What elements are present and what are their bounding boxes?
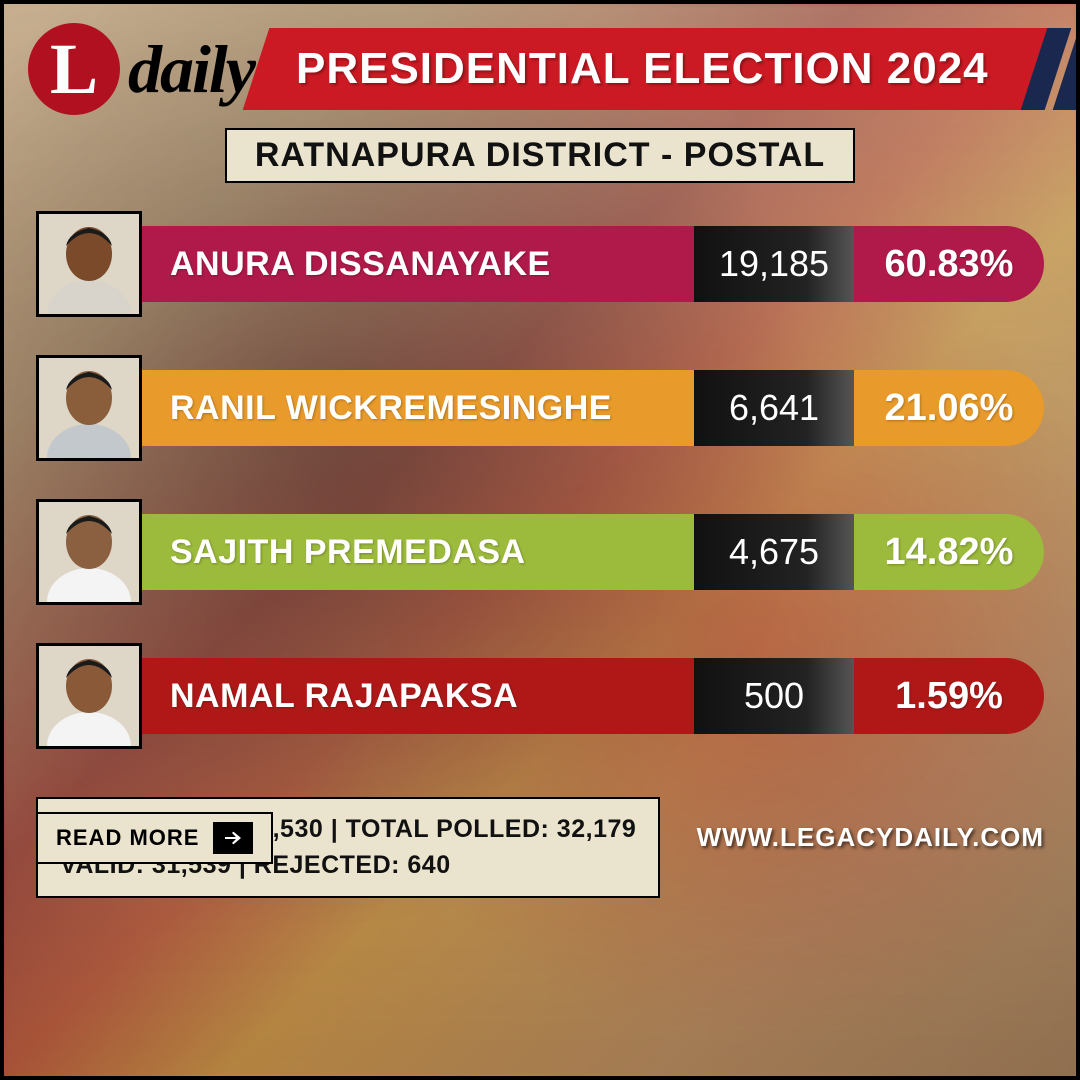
candidate-portrait	[36, 355, 142, 461]
candidate-row: NAMAL RAJAPAKSA 500 1.59%	[36, 643, 1044, 749]
result-bar: RANIL WICKREMESINGHE 6,641 21.06%	[140, 370, 1044, 446]
vote-count: 6,641	[694, 370, 854, 446]
vote-percent: 60.83%	[854, 243, 1044, 286]
candidate-portrait	[36, 643, 142, 749]
results-list: ANURA DISSANAYAKE 19,185 60.83% RANIL WI…	[0, 183, 1080, 749]
vote-count: 19,185	[694, 226, 854, 302]
vote-percent: 14.82%	[854, 531, 1044, 574]
result-bar: SAJITH PREMEDASA 4,675 14.82%	[140, 514, 1044, 590]
vote-count: 4,675	[694, 514, 854, 590]
result-bar: NAMAL RAJAPAKSA 500 1.59%	[140, 658, 1044, 734]
arrow-right-icon	[213, 822, 253, 854]
result-bar: ANURA DISSANAYAKE 19,185 60.83%	[140, 226, 1044, 302]
candidate-name: NAMAL RAJAPAKSA	[140, 677, 694, 716]
banner-stripes	[1034, 28, 1080, 110]
header: L daily PRESIDENTIAL ELECTION 2024	[0, 0, 1080, 118]
logo-word: daily	[128, 30, 254, 109]
candidate-row: ANURA DISSANAYAKE 19,185 60.83%	[36, 211, 1044, 317]
read-more-button[interactable]: READ MORE	[36, 812, 273, 864]
read-more-label: READ MORE	[56, 825, 199, 851]
candidate-portrait	[36, 499, 142, 605]
candidate-portrait	[36, 211, 142, 317]
candidate-name: ANURA DISSANAYAKE	[140, 245, 694, 284]
page-title: PRESIDENTIAL ELECTION 2024	[276, 44, 989, 94]
candidate-name: SAJITH PREMEDASA	[140, 533, 694, 572]
candidate-row: RANIL WICKREMESINGHE 6,641 21.06%	[36, 355, 1044, 461]
vote-count: 500	[694, 658, 854, 734]
candidate-row: SAJITH PREMEDASA 4,675 14.82%	[36, 499, 1044, 605]
site-url: WWW.LEGACYDAILY.COM	[697, 822, 1044, 853]
vote-percent: 1.59%	[854, 675, 1044, 718]
district-subtitle: RATNAPURA DISTRICT - POSTAL	[225, 128, 855, 183]
title-banner: PRESIDENTIAL ELECTION 2024	[276, 20, 1080, 118]
logo: L daily	[0, 20, 264, 118]
logo-mark: L	[28, 23, 120, 115]
vote-percent: 21.06%	[854, 387, 1044, 430]
candidate-name: RANIL WICKREMESINGHE	[140, 389, 694, 428]
